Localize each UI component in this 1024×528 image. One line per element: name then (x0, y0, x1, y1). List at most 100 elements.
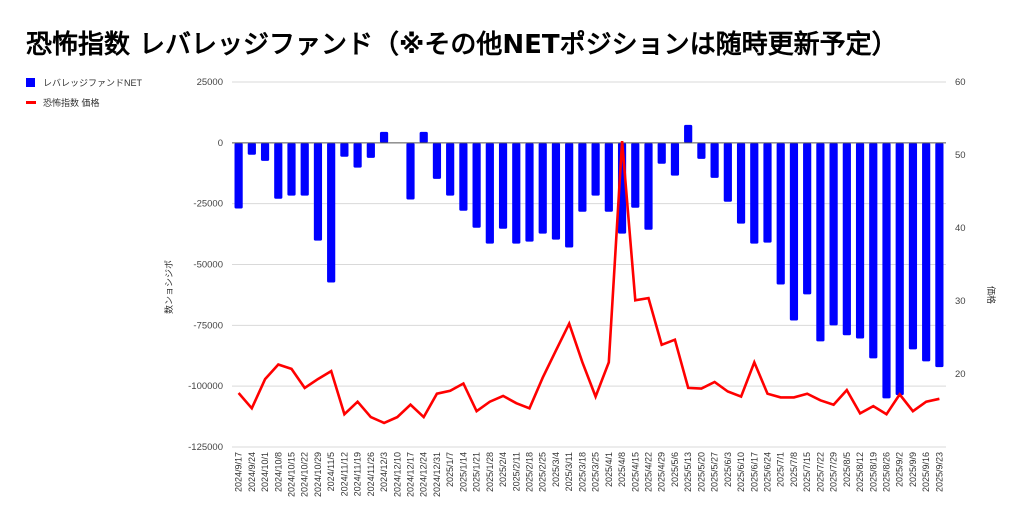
bar (472, 142, 481, 228)
bar (525, 142, 534, 242)
bar (578, 142, 587, 212)
x-tick-label: 2024/12/17 (406, 452, 416, 497)
x-tick-label: 2025/4/15 (630, 452, 640, 492)
x-tick-label: 2024/11/12 (339, 452, 349, 496)
x-tick-label: 2024/11/19 (353, 452, 363, 496)
right-tick-label: 20 (955, 369, 966, 380)
bar (763, 142, 772, 243)
bar (710, 142, 719, 178)
x-tick-label: 2025/3/25 (591, 452, 601, 492)
bar (538, 142, 547, 234)
bar (644, 142, 653, 230)
x-tick-label: 2025/4/8 (617, 452, 627, 487)
bar (551, 142, 561, 240)
right-tick-label: 60 (955, 77, 966, 88)
x-tick-label: 2025/5/13 (683, 452, 693, 492)
bar (631, 142, 640, 208)
bar (419, 131, 428, 143)
bar (670, 142, 680, 176)
left-axis-ticks: 25000 0 -25000 -50000 -75000 -100000 -125000 (188, 77, 223, 453)
bar (287, 142, 296, 196)
x-tick-label: 2025/8/26 (882, 452, 892, 492)
bar (776, 142, 785, 285)
left-tick-label: -25000 (193, 199, 223, 210)
bar (234, 142, 243, 209)
x-tick-label: 2025/5/20 (696, 452, 706, 492)
x-tick-label: 2025/2/11 (511, 452, 521, 491)
x-tick-label: 2024/10/15 (287, 452, 297, 497)
x-tick-label: 2025/4/22 (644, 452, 654, 492)
x-tick-label: 2025/7/15 (802, 452, 812, 492)
bar (260, 142, 270, 161)
gridlines (232, 81, 946, 448)
bar (353, 142, 362, 168)
bar (446, 142, 455, 196)
legend-swatch-line (26, 101, 36, 104)
bar-series (234, 124, 944, 399)
left-tick-label: -75000 (193, 320, 223, 331)
x-tick-label: 2025/8/12 (855, 452, 865, 492)
x-tick-label: 2024/10/22 (300, 452, 310, 497)
x-tick-label: 2024/11/26 (366, 452, 376, 496)
bar (247, 142, 256, 155)
legend-swatch-bar (26, 78, 35, 87)
x-tick-label: 2025/6/17 (749, 452, 759, 492)
bar (300, 142, 309, 196)
x-tick-label: 2025/6/3 (723, 452, 733, 487)
bar (512, 142, 521, 244)
bar (565, 142, 574, 248)
x-tick-label: 2024/9/24 (247, 452, 257, 492)
bar (855, 142, 865, 339)
bar (684, 124, 693, 143)
x-tick-label: 2025/1/28 (485, 452, 495, 492)
bar (842, 142, 851, 336)
bar (750, 142, 759, 244)
bar (803, 142, 812, 295)
x-tick-label: 2025/5/27 (710, 452, 720, 492)
x-tick-label: 2025/1/21 (472, 452, 482, 492)
left-tick-label: -125000 (188, 442, 223, 453)
x-tick-label: 2024/9/17 (234, 452, 244, 492)
bar (340, 142, 349, 157)
left-tick-label: 0 (218, 138, 223, 149)
bar (459, 142, 468, 211)
x-tick-label: 2025/4/1 (604, 452, 614, 487)
bar (723, 142, 732, 202)
right-axis-title: 価格 (986, 286, 997, 304)
right-axis-ticks: 60 50 40 30 20 (955, 77, 966, 380)
bar (895, 142, 904, 396)
x-tick-label: 2025/7/1 (776, 452, 786, 487)
line-path (237, 140, 940, 425)
right-tick-label: 30 (955, 296, 966, 307)
bar (498, 142, 508, 229)
bar (657, 142, 666, 164)
bar (313, 142, 323, 241)
x-tick-label: 2025/9/16 (921, 452, 931, 492)
legend-item-line: 恐怖指数 価格 (26, 96, 100, 109)
legend-label-bar: レバレッジファンドNET (43, 78, 143, 88)
x-tick-label: 2024/12/31 (432, 452, 442, 497)
bar (485, 142, 494, 244)
x-tick-label: 2025/9/2 (895, 452, 905, 487)
bar (829, 142, 838, 326)
x-tick-label: 2025/1/14 (458, 452, 468, 492)
x-tick-label: 2025/5/6 (670, 452, 680, 487)
chart-title: 恐怖指数 レバレッジファンド（※その他NETポジションは随時更新予定） (26, 30, 898, 60)
bar (697, 142, 706, 159)
left-axis-title: 数ンョシジポ (163, 260, 174, 314)
left-tick-label: 25000 (197, 77, 223, 88)
x-tick-label: 2025/7/29 (829, 452, 839, 492)
bar (922, 142, 931, 362)
x-tick-label: 2025/3/4 (551, 452, 561, 487)
line-series (237, 140, 940, 425)
bar (882, 142, 891, 399)
bar (327, 142, 336, 283)
x-tick-label: 2024/12/10 (392, 452, 402, 497)
x-tick-label: 2025/7/22 (815, 452, 825, 492)
x-tick-label: 2025/8/5 (842, 452, 852, 487)
x-tick-label: 2024/12/24 (419, 452, 429, 497)
x-tick-label: 2024/12/3 (379, 452, 389, 492)
x-tick-label: 2025/4/29 (657, 452, 667, 492)
x-tick-label: 2025/9/9 (908, 452, 918, 487)
